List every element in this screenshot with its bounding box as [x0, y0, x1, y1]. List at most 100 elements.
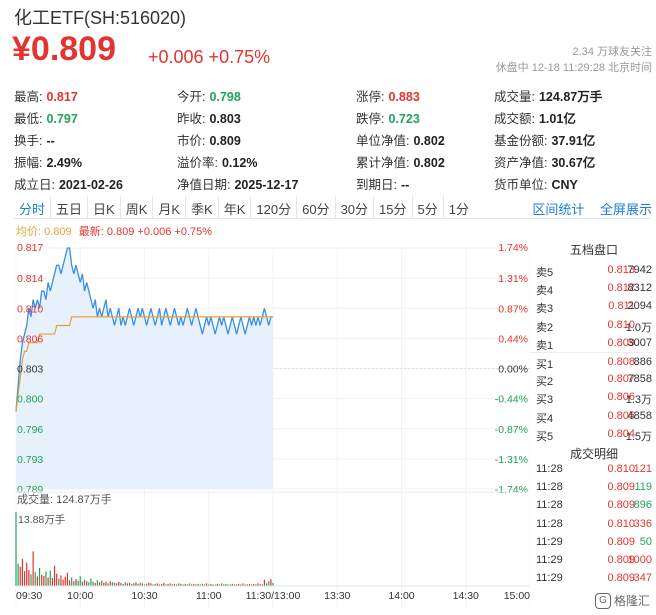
y-tick-label: 0.810: [17, 303, 43, 315]
volume-bar: [263, 579, 266, 586]
tab-9[interactable]: 30分: [336, 196, 375, 218]
trade-volume: 347: [633, 572, 652, 585]
order-book-row[interactable]: 卖1 0.809 3007: [530, 334, 652, 352]
order-price: 0.810: [607, 318, 635, 331]
stat-item: 振幅: 2.49%: [14, 152, 82, 171]
volume-bar: [41, 574, 43, 586]
order-price: 0.812: [607, 282, 635, 295]
stat-value: 0.817: [46, 90, 78, 104]
tab-2[interactable]: 日K: [88, 196, 121, 218]
volume-bar: [206, 583, 208, 586]
order-price: 0.807: [607, 373, 635, 386]
volume-bar: [107, 583, 109, 586]
order-volume: 8312: [627, 282, 652, 295]
order-level-label: 买3: [536, 394, 554, 407]
order-volume: 1.0万: [625, 321, 652, 334]
volume-bar: [79, 576, 81, 586]
trade-price: 0.810: [607, 463, 635, 475]
x-tick-label: 11:00: [196, 590, 222, 602]
tab-10[interactable]: 15分: [374, 196, 413, 218]
order-book-row[interactable]: 卖3 0.811 2094: [530, 297, 652, 315]
trade-volume: 50: [639, 535, 652, 548]
trade-time: 11:28: [536, 481, 563, 494]
trade-row: 11:28 0.810 121: [530, 460, 652, 478]
stat-item: 单位净值: 0.802: [356, 130, 445, 149]
stat-value: 0.802: [413, 156, 445, 170]
trade-row: 11:29 0.809 50: [530, 533, 652, 551]
order-book-row[interactable]: 买3 0.806 1.3万: [530, 388, 652, 406]
volume-bar: [30, 574, 32, 586]
trade-price: 0.809: [607, 572, 635, 585]
order-book-row[interactable]: 卖4 0.812 8312: [530, 279, 652, 297]
volume-bar: [56, 573, 58, 586]
order-book-row[interactable]: 买5 0.804 1.5万: [530, 425, 652, 443]
tab-12[interactable]: 1分: [448, 202, 469, 217]
volume-bar: [45, 571, 47, 586]
order-book-row[interactable]: 买1 0.808 886: [530, 352, 652, 371]
volume-bar: [242, 583, 244, 586]
volume-bar: [143, 584, 146, 586]
volume-bar: [66, 572, 68, 586]
volume-bar: [255, 584, 257, 586]
volume-bar: [173, 583, 176, 586]
stat-item: 货币单位: CNY: [494, 174, 578, 193]
y-tick-label: 0.806: [17, 333, 43, 345]
x-tick-label: 10:30: [131, 590, 157, 602]
y-tick-label-right: -1.74%: [495, 484, 528, 496]
order-level-label: 卖2: [536, 321, 554, 334]
tab-8[interactable]: 60分: [297, 196, 336, 218]
volume-bar: [203, 584, 206, 586]
volume-bar: [118, 581, 120, 586]
trade-time: 11:29: [536, 554, 563, 566]
tab-5[interactable]: 季K: [186, 196, 219, 218]
volume-bar: [233, 584, 236, 586]
current-price: ¥0.809: [12, 30, 116, 68]
order-price: 0.804: [607, 427, 635, 440]
page-title: 化工ETF(SH:516020): [14, 8, 187, 28]
order-book-row[interactable]: 卖2 0.810 1.0万: [530, 316, 652, 334]
volume-bar: [116, 583, 118, 586]
y-tick-label: 0.814: [17, 273, 43, 285]
order-level-label: 买4: [536, 412, 554, 425]
tab-1[interactable]: 五日: [51, 196, 89, 218]
stat-label: 净值日期:: [177, 178, 231, 192]
y-tick-label: 0.817: [17, 242, 43, 254]
stat-label: 最高:: [14, 90, 43, 104]
volume-bar: [210, 583, 212, 586]
x-tick-label: 11:30/13:00: [246, 590, 301, 602]
intraday-chart[interactable]: 0.817 0.814 0.810 0.806 0.803 0.800 0.796 0.793…: [0, 236, 530, 615]
followers-count[interactable]: 2.34 万球友关注: [572, 46, 652, 58]
interval-stats-link[interactable]: 区间统计: [532, 202, 585, 217]
order-price: 0.805: [607, 409, 635, 422]
watermark-logo-icon: G: [594, 592, 611, 609]
order-book-row[interactable]: 卖5 0.813 7942: [530, 261, 652, 279]
volume-bar: [188, 583, 191, 586]
volume-bar: [96, 580, 98, 586]
tab-4[interactable]: 月K: [153, 196, 187, 218]
trade-price: 0.809: [607, 554, 635, 566]
stat-item: 资产净值: 30.67亿: [494, 152, 595, 171]
tab-7[interactable]: 120分: [251, 196, 298, 218]
volume-bar: [171, 584, 173, 586]
stat-label: 市价:: [177, 134, 206, 148]
volume-bar: [71, 577, 73, 586]
order-book-row[interactable]: 买2 0.807 7858: [530, 370, 652, 388]
volume-bar: [103, 582, 105, 586]
volume-bar: [238, 583, 240, 586]
volume-bar: [148, 582, 150, 586]
fullscreen-link[interactable]: 全屏展示: [599, 202, 652, 217]
volume-bar: [154, 583, 156, 586]
tab-11[interactable]: 5分: [413, 196, 444, 218]
market-status: 休盘中 12-18 11:29:28 北京时间: [495, 62, 652, 74]
stat-value: 0.12%: [221, 156, 258, 170]
tab-0[interactable]: 分时: [14, 196, 52, 218]
stat-label: 成交量:: [494, 90, 535, 104]
tab-6[interactable]: 年K: [219, 196, 252, 218]
order-book-row[interactable]: 买4 0.805 4858: [530, 407, 652, 425]
tabs-divider: [14, 218, 650, 219]
order-volume: 1.5万: [625, 430, 652, 443]
order-volume: 886: [633, 356, 652, 368]
volume-bar: [109, 581, 111, 586]
order-price: 0.809: [607, 336, 635, 349]
tab-3[interactable]: 周K: [121, 196, 154, 218]
